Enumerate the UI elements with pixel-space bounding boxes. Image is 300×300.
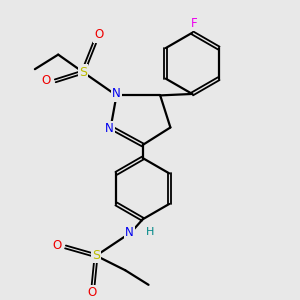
Text: N: N (105, 122, 114, 135)
Text: O: O (41, 74, 51, 87)
Text: O: O (94, 28, 103, 41)
Text: S: S (79, 66, 87, 79)
Text: F: F (190, 17, 197, 30)
Text: S: S (92, 249, 100, 262)
Text: O: O (87, 286, 96, 299)
Text: O: O (52, 239, 62, 252)
Text: H: H (146, 227, 154, 237)
Text: N: N (125, 226, 134, 239)
Text: N: N (112, 87, 121, 101)
